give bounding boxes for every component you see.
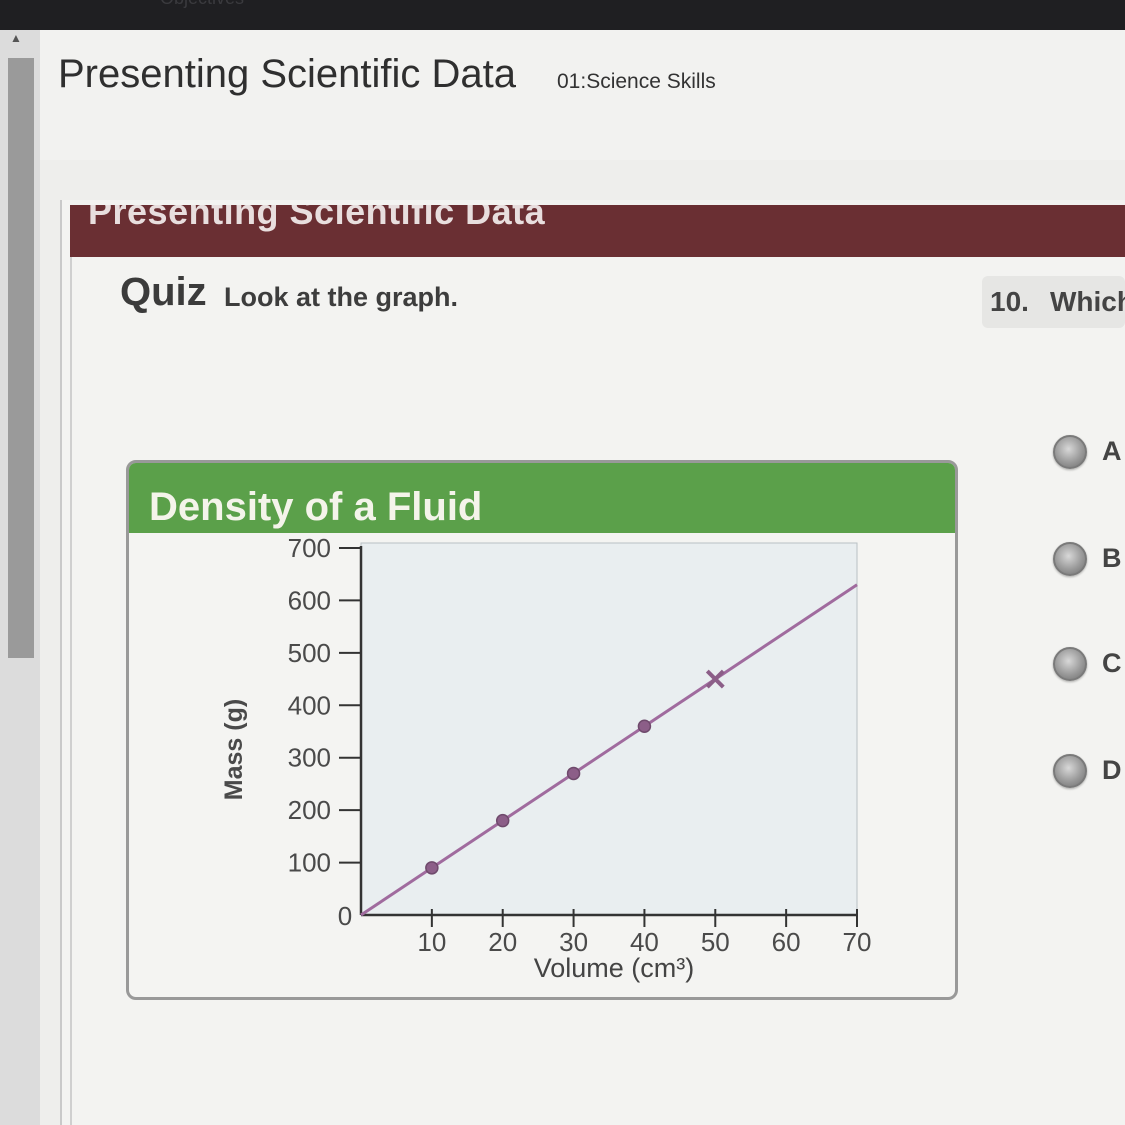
y-tick-label: 300 (288, 743, 331, 773)
answer-option-a[interactable]: A (1050, 433, 1125, 473)
x-tick-label: 60 (772, 927, 801, 957)
chart-title: Density of a Fluid (149, 485, 483, 529)
y-tick-label: 700 (288, 533, 331, 563)
x-axis-label: Volume (cm³) (534, 953, 695, 983)
answer-option-c[interactable]: C (1050, 645, 1125, 685)
data-point (566, 766, 581, 781)
radio-button-icon[interactable] (1053, 647, 1087, 681)
data-point (637, 719, 652, 734)
x-tick-label: 20 (488, 927, 517, 957)
answer-option-letter: D (1102, 755, 1122, 785)
y-tick-label: 600 (288, 585, 331, 615)
header (40, 30, 1125, 160)
x-tick-label: 30 (559, 927, 588, 957)
x-tick-label: 40 (630, 927, 659, 957)
answer-option-b[interactable]: B (1050, 540, 1125, 580)
answer-option-d[interactable]: D (1050, 752, 1125, 792)
y-tick-label: 500 (288, 638, 331, 668)
banner-text: Presenting Scientific Data (88, 205, 546, 232)
scroll-up-arrow-icon[interactable]: ▲ (10, 31, 22, 45)
page-title: Presenting Scientific Data (58, 52, 517, 96)
scrollbar-thumb[interactable] (8, 58, 34, 658)
question-text: Which (1050, 286, 1125, 317)
top-bar-label[interactable]: Objectives (160, 0, 244, 9)
radio-button-icon[interactable] (1053, 754, 1087, 788)
origin-label: 0 (338, 901, 352, 931)
plot-area (360, 542, 858, 916)
answer-option-letter: B (1102, 543, 1122, 573)
content-frame-inner (70, 205, 1125, 1125)
section-banner: Presenting Scientific Data (70, 205, 1125, 257)
y-tick-label: 200 (288, 795, 331, 825)
question-box (982, 276, 1125, 328)
answer-option-letter: A (1102, 436, 1122, 466)
chart-card: Density of a Fluid 100 200 300 400 500 600 700… (126, 460, 958, 1000)
series-line (360, 583, 858, 917)
data-point (425, 861, 439, 875)
radio-button-icon[interactable] (1053, 435, 1087, 469)
y-tick-label: 400 (288, 690, 331, 720)
quiz-title: Quiz (120, 270, 207, 314)
answer-option-letter: C (1102, 648, 1122, 678)
x-tick-label: 50 (701, 927, 730, 957)
question-number: 10. (990, 286, 1029, 317)
top-bar: Objectives (0, 0, 1125, 30)
page-subtitle: 01:Science Skills (557, 70, 716, 93)
y-tick-label: 100 (288, 848, 331, 878)
chart-title-bar: Density of a Fluid (129, 463, 955, 533)
quiz-instruction: Look at the graph. (224, 282, 459, 312)
radio-button-icon[interactable] (1053, 542, 1087, 576)
data-point (495, 813, 510, 828)
x-tick-label: 10 (417, 927, 446, 957)
data-point-x-mark (705, 669, 725, 689)
x-tick-label: 70 (843, 927, 872, 957)
y-axis-label: Mass (g) (220, 699, 248, 800)
